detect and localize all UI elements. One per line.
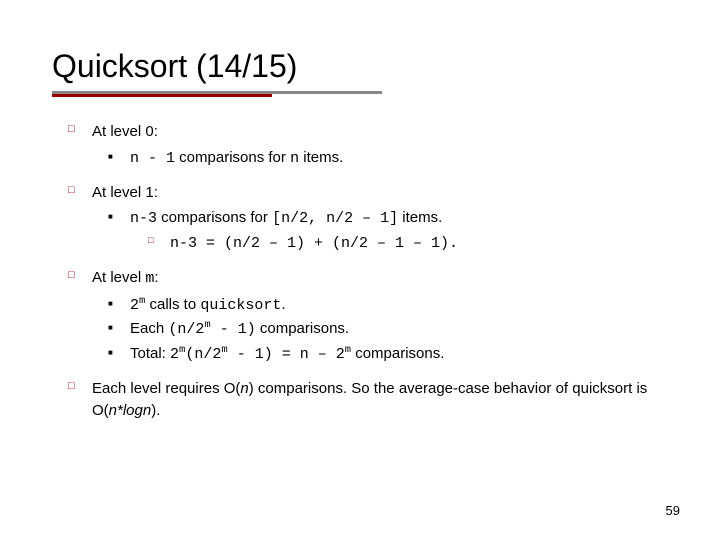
- body-text: comparisons.: [256, 320, 349, 337]
- code-text: 2: [130, 297, 139, 314]
- bullet-levelm: At level m:: [68, 267, 668, 290]
- body-text: ).: [151, 402, 160, 419]
- title-underline: [52, 91, 668, 99]
- bullet-level1-subsub: n-3 = (n/2 – 1) + (n/2 – 1 – 1).: [148, 232, 668, 255]
- body-text: Total:: [130, 345, 170, 362]
- bullet-levelm-sub2: Each (n/2m - 1) comparisons.: [108, 318, 668, 341]
- bullet-level1-sub: n-3 comparisons for [n/2, n/2 – 1] items…: [108, 207, 668, 230]
- body-text: items.: [398, 209, 442, 226]
- bullet-level0: At level 0:: [68, 121, 668, 143]
- bullet-levelm-sub3: Total: 2m(n/2m - 1) = n – 2m comparisons…: [108, 343, 668, 366]
- code-text: (n/2: [185, 346, 221, 363]
- bullet-level0-sub: n - 1 comparisons for n items.: [108, 147, 668, 170]
- code-text: n-3: [130, 210, 157, 227]
- code-text: quicksort: [200, 297, 281, 314]
- body-text: comparisons for: [175, 149, 290, 166]
- bullet-levelm-sub1: 2m calls to quicksort.: [108, 294, 668, 317]
- slide-content: At level 0: n - 1 comparisons for n item…: [52, 121, 668, 421]
- code-text: 2: [170, 346, 179, 363]
- body-text: items.: [299, 149, 343, 166]
- bullet-conclusion: Each level requires O(n) comparisons. So…: [68, 378, 668, 422]
- code-text: - 1): [211, 321, 256, 338]
- code-text: n: [290, 150, 299, 167]
- slide-title: Quicksort (14/15): [52, 48, 668, 85]
- italic-text: n: [240, 380, 248, 397]
- body-text: Each level requires O(: [92, 380, 240, 397]
- code-text: [n/2, n/2 – 1]: [272, 210, 398, 227]
- page-number: 59: [666, 503, 680, 518]
- code-text: n - 1: [130, 150, 175, 167]
- body-text: Each: [130, 320, 168, 337]
- body-text: At level: [92, 269, 145, 286]
- italic-text: n*logn: [109, 402, 152, 419]
- bullet-level1: At level 1:: [68, 182, 668, 204]
- body-text: .: [281, 296, 285, 313]
- code-text: (n/2: [168, 321, 204, 338]
- code-text: - 1) = n – 2: [228, 346, 345, 363]
- body-text: comparisons for: [157, 209, 272, 226]
- body-text: comparisons.: [351, 345, 444, 362]
- code-text: n-3 = (n/2 – 1) + (n/2 – 1 – 1).: [170, 235, 458, 252]
- body-text: :: [154, 269, 158, 286]
- body-text: calls to: [145, 296, 200, 313]
